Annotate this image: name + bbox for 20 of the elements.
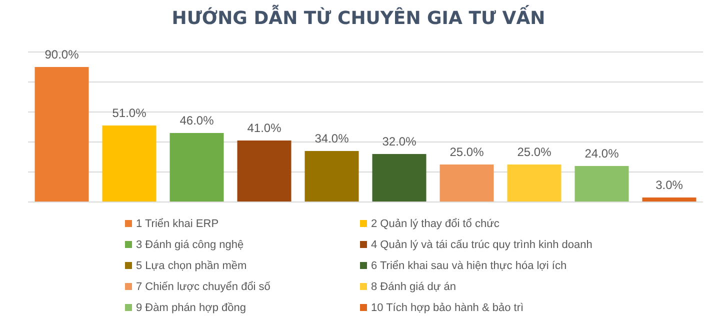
legend-label: 3 Đánh giá công nghệ bbox=[136, 238, 244, 250]
legend-label: 6 Triển khai sau và hiện thực hóa lợi ích bbox=[371, 260, 567, 272]
data-label: 51.0% bbox=[112, 106, 147, 120]
legend-label: 7 Chiến lược chuyển đổi số bbox=[136, 280, 270, 292]
legend-label: 4 Quản lý và tái cấu trúc quy trình kinh doanh bbox=[371, 238, 592, 250]
legend-label: 5 Lựa chọn phần mềm bbox=[136, 260, 247, 272]
legend-label: 9 Đàm phán hợp đồng bbox=[136, 302, 246, 314]
legend-label: 10 Tích hợp bảo hành & bảo trì bbox=[371, 302, 524, 314]
data-label: 46.0% bbox=[180, 113, 214, 128]
legend-label: 8 Đánh giá dự án bbox=[371, 280, 456, 292]
data-label: 24.0% bbox=[584, 146, 620, 160]
data-label: 25.0% bbox=[517, 144, 552, 159]
data-label: 25.0% bbox=[450, 144, 484, 159]
data-label: 32.0% bbox=[382, 134, 417, 148]
legend-label: 2 Quản lý thay đổi tổ chức bbox=[371, 218, 500, 230]
data-label: 41.0% bbox=[247, 120, 282, 135]
data-label: 34.0% bbox=[314, 131, 350, 146]
data-label: 90.0% bbox=[44, 47, 80, 62]
data-label: 3.0% bbox=[656, 178, 684, 192]
legend-label: 1 Triển khai ERP bbox=[136, 218, 219, 230]
